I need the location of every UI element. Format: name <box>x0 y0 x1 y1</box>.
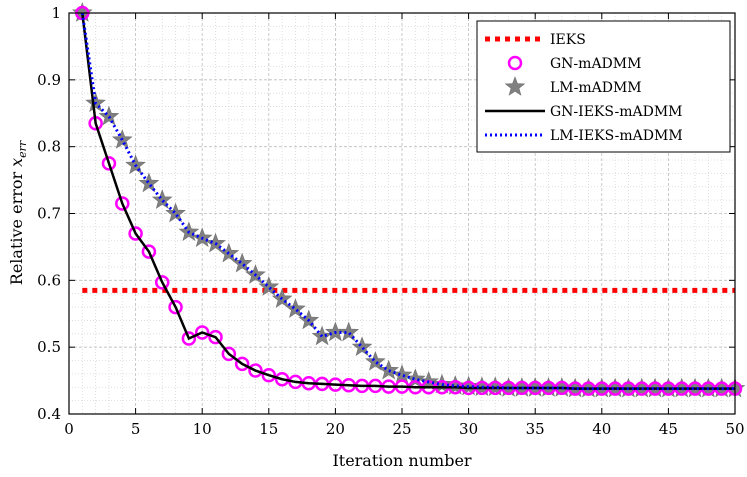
gn-madmm-marker <box>101 156 117 171</box>
gn-madmm-marker <box>141 244 157 259</box>
lm-madmm-marker <box>205 232 226 253</box>
y-tick-label: 1 <box>51 4 61 22</box>
gn-madmm-marker <box>128 226 143 241</box>
gn-madmm-marker <box>261 367 277 383</box>
x-tick-label: 40 <box>592 420 611 438</box>
gn-madmm-marker <box>221 346 237 362</box>
y-tick-label: 0.5 <box>37 338 61 356</box>
lm-madmm-marker <box>484 376 506 397</box>
x-tick-label: 20 <box>326 420 345 438</box>
lm-madmm-marker <box>351 336 373 356</box>
y-tick-label: 0.7 <box>37 205 61 223</box>
x-tick-label: 35 <box>526 420 545 438</box>
x-tick-label: 10 <box>193 420 212 438</box>
x-tick-label: 45 <box>659 420 678 438</box>
lm-madmm-marker <box>138 172 160 193</box>
lm-madmm-marker <box>444 375 466 395</box>
gn-madmm-marker <box>181 331 197 346</box>
gn-madmm-marker <box>115 196 130 211</box>
x-tick-label: 30 <box>459 420 478 438</box>
gn-madmm-marker <box>194 325 210 340</box>
lm-madmm-marker <box>378 359 400 380</box>
x-tick-label: 0 <box>64 420 74 438</box>
gn-madmm-marker <box>154 275 170 290</box>
lm-madmm-marker <box>151 189 173 209</box>
lm-madmm-marker <box>98 105 120 126</box>
lm-madmm-marker <box>258 276 280 296</box>
legend-label: GN-IEKS-mADMM <box>550 104 683 120</box>
series-gn-ieks-madmm-line <box>81 12 735 390</box>
legend-label: IEKS <box>550 32 586 48</box>
gn-madmm-marker <box>248 363 263 378</box>
y-tick-label: 0.8 <box>37 138 61 156</box>
gn-madmm-marker <box>234 356 250 372</box>
lm-madmm-marker <box>125 154 146 175</box>
ticks: 0 5 10 15 20 25 30 35 40 45 50 0.4 0.5 0.6 0.7 0.8 0.9 1 <box>37 4 744 438</box>
lm-madmm-marker <box>338 321 360 342</box>
y-axis-title-text: Relative error <box>7 172 26 286</box>
x-tick-label: 15 <box>259 420 278 438</box>
x-tick-label: 50 <box>725 420 744 438</box>
y-axis-title-symbol: x <box>7 158 26 167</box>
series-lm-ieks-madmm-line <box>80 12 735 391</box>
legend: IEKS GN-mADMM LM-mADMM GN-IEKS-mADMM LM-IEKS… <box>476 20 731 153</box>
x-tick-label: 25 <box>392 420 411 438</box>
lm-madmm-marker <box>285 298 306 318</box>
lm-madmm-marker <box>431 373 453 394</box>
y-tick-label: 0.9 <box>37 71 61 89</box>
legend-swatch-lm-madmm <box>504 76 526 96</box>
y-tick-label: 0.6 <box>37 271 61 289</box>
y-axis-title-subscript: err <box>16 140 29 158</box>
gn-madmm-marker <box>168 299 183 315</box>
x-axis-title: Iteration number <box>332 451 471 470</box>
lm-madmm-marker <box>365 351 386 371</box>
lm-madmm-marker <box>231 252 253 273</box>
x-tick-label: 5 <box>131 420 141 438</box>
legend-swatch-gn-madmm <box>507 55 523 71</box>
legend-label: LM-mADMM <box>550 80 642 96</box>
gn-madmm-marker <box>208 329 223 345</box>
y-axis-title: Relative error xerr <box>7 140 29 285</box>
marker-layer <box>71 2 746 398</box>
lm-madmm-marker <box>165 202 186 223</box>
legend-label: LM-IEKS-mADMM <box>550 128 683 144</box>
y-tick-label: 0.4 <box>37 405 61 423</box>
legend-label: GN-mADMM <box>550 56 641 72</box>
